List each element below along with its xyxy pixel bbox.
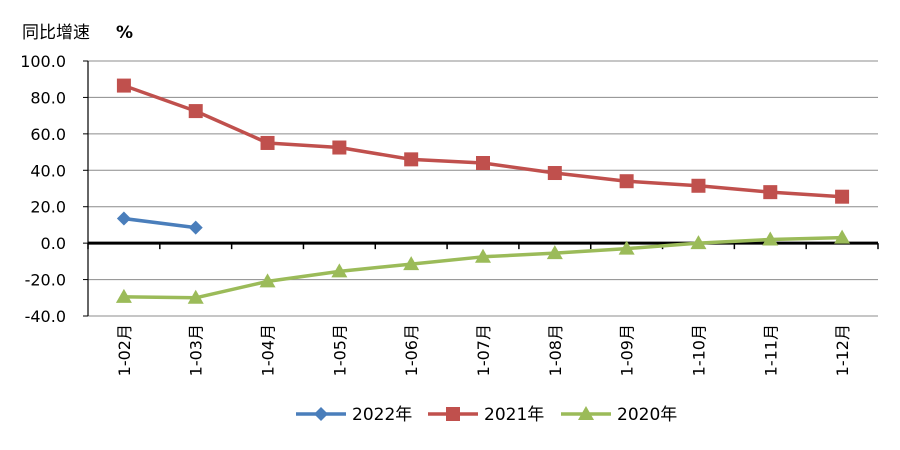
data-point bbox=[188, 220, 203, 235]
y-tick-label: 80.0 bbox=[30, 88, 66, 107]
y-tick-label: 0.0 bbox=[41, 234, 66, 253]
data-point bbox=[403, 256, 420, 271]
y-tick-label: 60.0 bbox=[30, 125, 66, 144]
y-tick-label: -20.0 bbox=[25, 271, 66, 290]
y-tick-label: -40.0 bbox=[25, 307, 66, 326]
x-tick-label: 1-03月 bbox=[187, 324, 206, 376]
data-point bbox=[763, 185, 778, 200]
data-point bbox=[188, 104, 203, 119]
data-point bbox=[619, 174, 634, 189]
data-point bbox=[116, 78, 131, 93]
data-point bbox=[547, 166, 562, 181]
y-axis-title: 同比增速 bbox=[22, 23, 90, 43]
data-point bbox=[259, 273, 276, 288]
legend-marker bbox=[446, 407, 460, 421]
data-point bbox=[834, 229, 851, 244]
x-tick-label: 1-04月 bbox=[259, 324, 278, 376]
series-line-2022年 bbox=[123, 216, 196, 230]
x-tick-label: 1-07月 bbox=[474, 324, 493, 376]
data-point bbox=[546, 245, 563, 260]
legend: 2022年 2021年 2020年 bbox=[296, 405, 677, 425]
legend-marker bbox=[578, 406, 594, 420]
legend-label: 2022年 bbox=[352, 405, 412, 425]
y-tick-label: 20.0 bbox=[30, 198, 66, 217]
x-tick-label: 1-06月 bbox=[402, 324, 421, 376]
data-point bbox=[116, 211, 131, 226]
data-point bbox=[332, 140, 347, 155]
label-layer: 同比增速 % 100.0 80.0 60.0 40.0 20.0 0.0 -20.0 -40.… bbox=[20, 23, 852, 376]
legend-marker bbox=[314, 407, 328, 421]
data-point bbox=[187, 289, 204, 304]
legend-label: 2021年 bbox=[484, 405, 544, 425]
data-point bbox=[691, 178, 706, 193]
data-point bbox=[690, 235, 707, 250]
y-axis-unit: % bbox=[116, 23, 133, 43]
data-point bbox=[115, 288, 132, 303]
x-tick-label: 1-02月 bbox=[115, 324, 134, 376]
x-tick-label: 1-11月 bbox=[761, 324, 780, 376]
x-tick-label: 1-09月 bbox=[618, 324, 637, 376]
series-layer bbox=[115, 78, 851, 304]
grid-layer bbox=[88, 60, 878, 317]
data-point bbox=[260, 135, 275, 150]
axis-layer bbox=[83, 60, 879, 317]
data-point bbox=[762, 231, 779, 246]
series-line-2021年 bbox=[123, 83, 843, 199]
x-tick-label: 1-12月 bbox=[833, 324, 852, 376]
data-point bbox=[476, 156, 490, 170]
x-tick-label: 1-08月 bbox=[546, 324, 565, 376]
data-point bbox=[404, 152, 419, 167]
data-point bbox=[835, 189, 850, 204]
x-tick-label: 1-10月 bbox=[689, 324, 708, 376]
y-tick-label: 40.0 bbox=[30, 161, 66, 180]
data-point bbox=[331, 263, 348, 278]
legend-label: 2020年 bbox=[617, 405, 677, 425]
x-tick-label: 1-05月 bbox=[330, 324, 349, 376]
data-point bbox=[475, 248, 491, 263]
y-tick-label: 100.0 bbox=[20, 52, 66, 71]
data-point bbox=[618, 240, 635, 255]
